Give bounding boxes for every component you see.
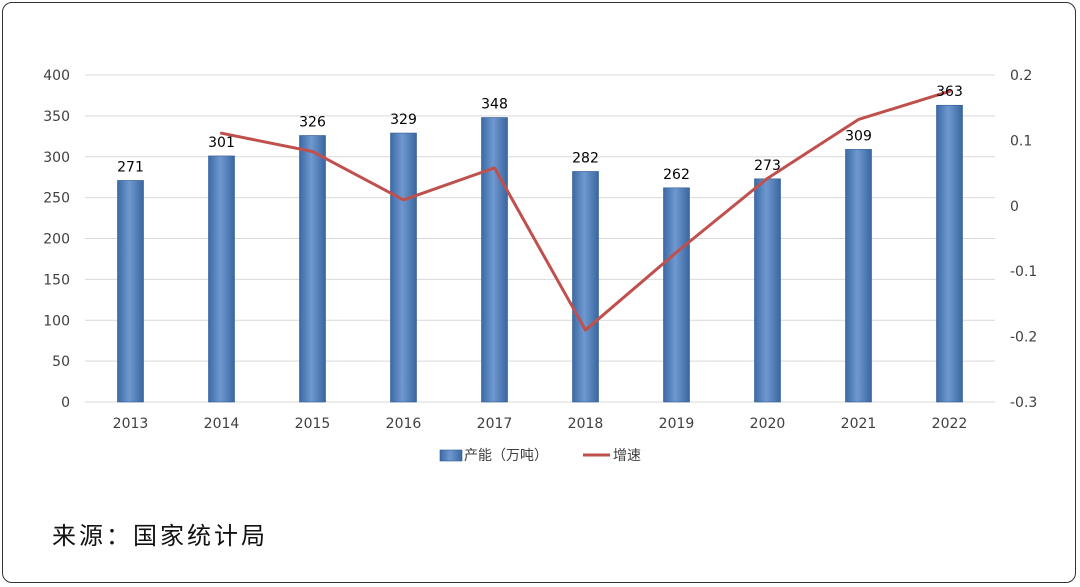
x-tick-label: 2014 (204, 416, 240, 432)
y-left-tick-label: 150 (43, 272, 70, 288)
y-left-tick-label: 250 (43, 191, 70, 207)
x-tick-label: 2022 (932, 416, 968, 432)
x-tick-label: 2020 (750, 416, 786, 432)
bar-data-label: 301 (208, 135, 235, 151)
bar-data-label: 282 (572, 150, 599, 166)
bar-data-label: 329 (390, 112, 417, 128)
x-tick-label: 2015 (295, 416, 331, 432)
bar-2017 (481, 117, 508, 403)
x-tick-label: 2021 (841, 416, 877, 432)
y-left-tick-label: 50 (52, 354, 70, 370)
y-right-tick-label: 0.2 (1010, 68, 1032, 84)
bar-data-label: 326 (299, 114, 326, 130)
y-left-tick-label: 300 (43, 150, 70, 166)
bar-2019 (663, 187, 690, 403)
x-tick-label: 2018 (568, 416, 604, 432)
legend-label-line: 增速 (613, 448, 641, 464)
bar-2021 (845, 149, 872, 403)
bar-2014 (208, 155, 235, 403)
bar-2016 (390, 132, 417, 403)
legend-swatch-bar (439, 449, 463, 462)
y-left-tick-label: 400 (43, 68, 70, 84)
y-left-tick-label: 0 (61, 395, 70, 411)
growth-line (220, 89, 951, 332)
x-tick-label: 2016 (386, 416, 422, 432)
bar-data-label: 271 (117, 159, 144, 175)
bar-2015 (299, 135, 326, 403)
source-note: 来源：国家统计局 (52, 522, 268, 550)
bar-2018 (572, 171, 599, 403)
y-right-tick-label: -0.2 (1010, 330, 1037, 346)
bar-data-label: 363 (936, 84, 963, 100)
y-left-tick-label: 100 (43, 313, 70, 329)
bar-data-label: 273 (754, 158, 781, 174)
y-left-tick-label: 350 (43, 109, 70, 125)
bar-data-label: 348 (481, 97, 508, 113)
legend-label-bar: 产能（万吨） (464, 448, 548, 464)
x-tick-label: 2017 (477, 416, 513, 432)
bar-2013 (117, 180, 144, 403)
x-tick-label: 2019 (659, 416, 695, 432)
x-tick-label: 2013 (113, 416, 149, 432)
bar-data-label: 309 (845, 128, 872, 144)
y-left-tick-label: 200 (43, 232, 70, 248)
bar-2020 (754, 178, 781, 403)
y-right-tick-label: -0.1 (1010, 264, 1037, 280)
bar-data-label: 262 (663, 167, 690, 183)
y-right-tick-label: 0.1 (1010, 133, 1032, 149)
bar-2022 (936, 104, 963, 403)
y-right-tick-label: 0 (1010, 199, 1019, 215)
y-right-tick-label: -0.3 (1010, 395, 1037, 411)
